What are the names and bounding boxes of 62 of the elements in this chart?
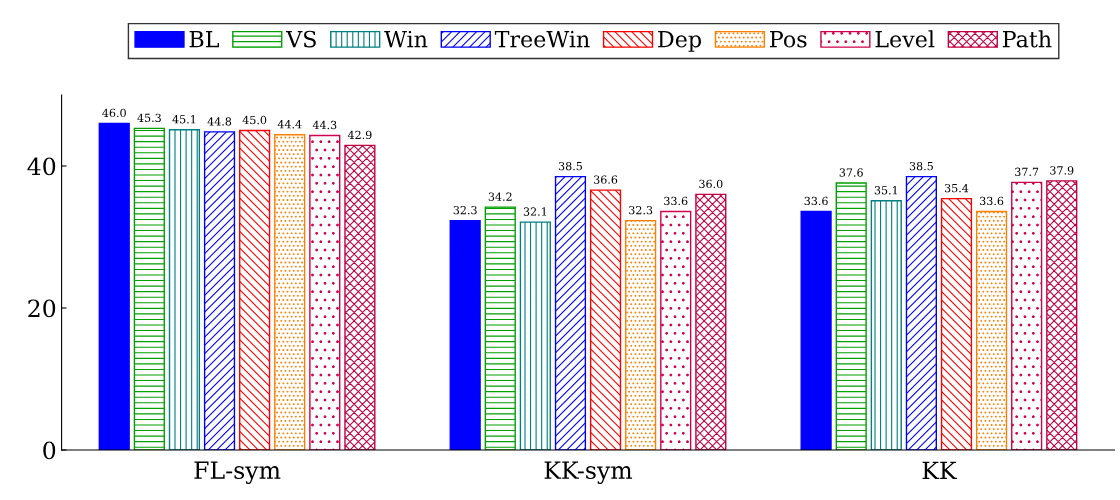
- data-label: 35.4: [944, 183, 969, 193]
- bar: [133, 127, 165, 450]
- data-label: 32.1: [523, 207, 547, 216]
- data-label: 33.6: [804, 196, 828, 206]
- bar: [168, 129, 201, 450]
- bar: [625, 219, 657, 450]
- legend-label: TreeWin: [494, 30, 590, 48]
- data-label: 46.0: [102, 108, 126, 118]
- bar: [975, 210, 1008, 450]
- legend-label: BL: [189, 30, 219, 48]
- bar: [905, 175, 937, 450]
- data-label: 37.9: [1050, 166, 1074, 175]
- data-label: 45.1: [172, 115, 196, 124]
- data-label: 38.5: [909, 161, 933, 171]
- data-label: 32.3: [453, 205, 477, 215]
- legend-label: Path: [1002, 30, 1052, 48]
- legend-label: Win: [384, 30, 428, 48]
- bar: [660, 210, 692, 450]
- data-label: 32.3: [629, 205, 653, 215]
- bar: [274, 134, 306, 450]
- bar: [344, 144, 376, 450]
- bar: [695, 193, 727, 450]
- bar: [449, 219, 481, 450]
- data-label: 45.3: [137, 113, 161, 123]
- y-tick-label: 40: [27, 157, 56, 176]
- legend-label: Pos: [770, 30, 807, 48]
- bar: [554, 175, 587, 450]
- bar: [203, 131, 236, 450]
- data-label: 38.5: [558, 161, 582, 171]
- bar: [519, 221, 551, 450]
- bar: [589, 189, 622, 450]
- bar: [98, 122, 130, 450]
- legend-label: VS: [285, 30, 316, 48]
- bar: [835, 182, 867, 450]
- data-label: 44.3: [312, 120, 337, 130]
- data-label: 45.0: [242, 115, 267, 125]
- data-label: 34.2: [488, 192, 512, 201]
- bar: [940, 197, 973, 450]
- bar: [1046, 180, 1078, 450]
- data-label: 33.6: [980, 196, 1004, 206]
- y-tick-label: 20: [28, 299, 56, 318]
- data-label: 36.0: [699, 179, 723, 189]
- bar: [800, 210, 832, 450]
- bar: [484, 206, 516, 450]
- y-tick-label: 0: [43, 441, 56, 460]
- data-label: 35.1: [874, 186, 898, 195]
- data-label: 33.6: [664, 196, 688, 206]
- data-label: 37.6: [839, 168, 863, 177]
- bar: [1011, 181, 1043, 450]
- bar: [309, 134, 341, 450]
- data-label: 36.6: [594, 175, 618, 184]
- bar: [239, 129, 271, 450]
- data-label: 37.7: [1015, 167, 1039, 177]
- data-label: 42.9: [347, 130, 372, 140]
- legend-label: Dep: [658, 30, 701, 52]
- data-label: 44.8: [207, 117, 232, 126]
- bar: [870, 200, 902, 450]
- x-tick-label: KK: [922, 461, 957, 480]
- x-tick-label: FL-sym: [194, 461, 281, 484]
- data-label: 44.4: [277, 120, 302, 129]
- x-tick-label: KK-sym: [544, 461, 633, 484]
- legend-label: Level: [875, 30, 935, 48]
